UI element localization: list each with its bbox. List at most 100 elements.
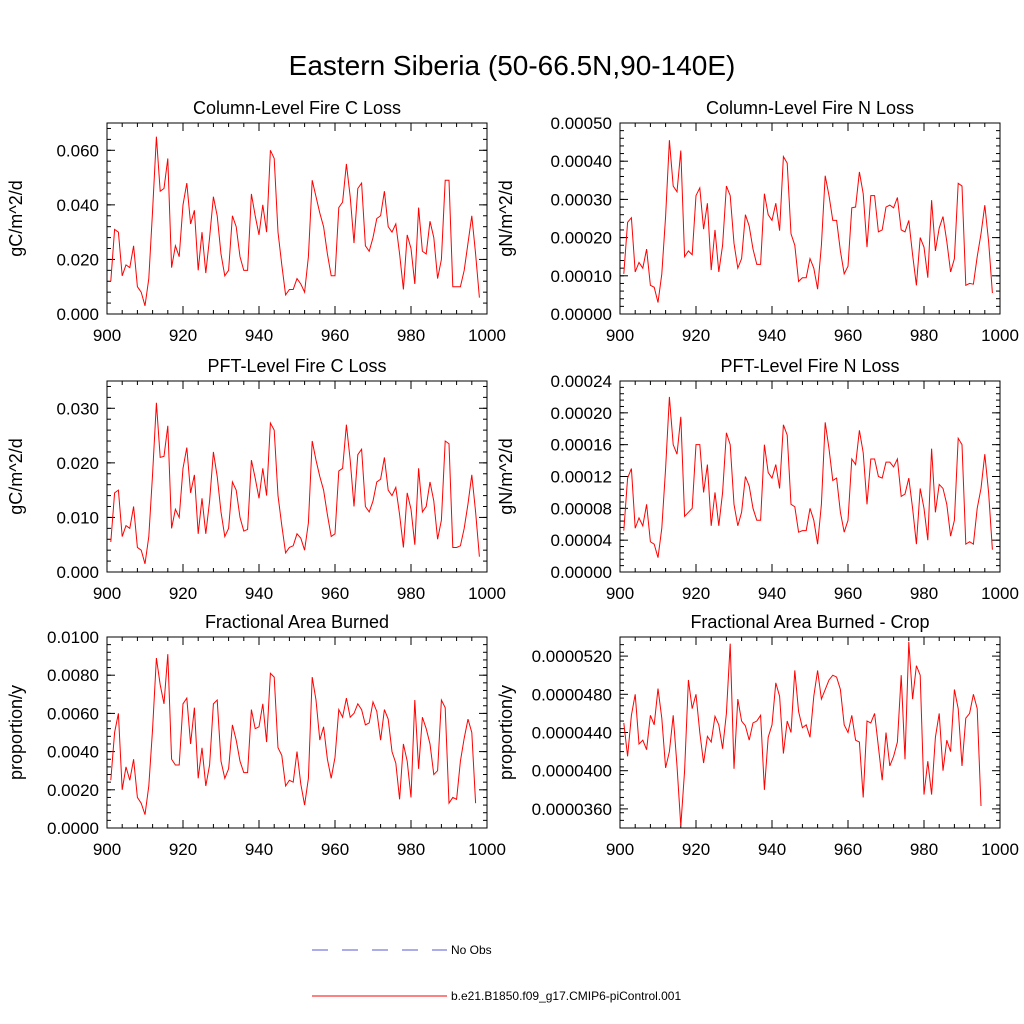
y-tick-label: 0.0000480	[532, 685, 612, 704]
plot-frame	[106, 122, 488, 315]
x-tick-label: 940	[245, 584, 273, 603]
y-tick-label: 0.0040	[47, 743, 99, 762]
x-tick-label: 980	[910, 584, 938, 603]
panel-4: 900 920 940 960 980 1000 0.00000 0.00004 0.00008…	[496, 356, 1019, 603]
y-tick-label: 0.040	[56, 196, 99, 215]
x-tick-label: 900	[606, 840, 634, 859]
x-tick-label: 1000	[981, 584, 1019, 603]
series-line	[623, 641, 982, 827]
figure-title: Eastern Siberia (50-66.5N,90-140E)	[289, 50, 736, 81]
x-tick-label: 900	[93, 326, 121, 345]
legend-label-no-obs: No Obs	[451, 943, 492, 957]
panel-title: PFT-Level Fire N Loss	[720, 356, 899, 376]
y-axis-label: proportion/y	[6, 685, 26, 780]
series-line	[110, 136, 480, 306]
x-tick-label: 1000	[468, 326, 506, 345]
y-tick-label: 0.00050	[551, 114, 612, 133]
y-tick-label: 0.060	[56, 141, 99, 160]
x-tick-label: 960	[321, 584, 349, 603]
y-tick-label: 0.00030	[551, 190, 612, 209]
x-tick-label: 920	[169, 584, 197, 603]
y-axis-label: gN/m^2/d	[496, 438, 516, 514]
y-tick-label: 0.0000360	[532, 800, 612, 819]
x-tick-label: 920	[682, 840, 710, 859]
x-tick-label: 940	[245, 326, 273, 345]
y-tick-label: 0.00008	[551, 499, 612, 518]
x-tick-label: 920	[682, 326, 710, 345]
x-tick-label: 940	[245, 840, 273, 859]
y-tick-label: 0.0060	[47, 704, 99, 723]
legend-label-model: b.e21.B1850.f09_g17.CMIP6-piControl.001	[451, 989, 681, 1003]
panel-title: Fractional Area Burned - Crop	[690, 612, 929, 632]
x-tick-label: 900	[93, 584, 121, 603]
x-tick-label: 940	[758, 326, 786, 345]
x-tick-label: 980	[910, 326, 938, 345]
x-tick-label: 960	[834, 326, 862, 345]
x-tick-label: 1000	[468, 840, 506, 859]
x-tick-label: 960	[321, 840, 349, 859]
x-tick-label: 980	[397, 840, 425, 859]
y-tick-label: 0.0000520	[532, 647, 612, 666]
y-tick-label: 0.00016	[551, 436, 612, 455]
y-tick-label: 0.0020	[47, 781, 99, 800]
y-tick-label: 0.00000	[551, 305, 612, 324]
y-tick-label: 0.020	[56, 454, 99, 473]
y-tick-label: 0.030	[56, 399, 99, 418]
x-tick-label: 980	[397, 584, 425, 603]
y-tick-label: 0.000	[56, 305, 99, 324]
x-tick-label: 960	[834, 584, 862, 603]
plot-frame	[106, 636, 488, 829]
y-tick-label: 0.00020	[551, 229, 612, 248]
y-tick-label: 0.00024	[551, 372, 612, 391]
y-tick-label: 0.0000	[47, 819, 99, 838]
series-line	[110, 654, 477, 815]
y-tick-label: 0.00000	[551, 563, 612, 582]
series-line	[623, 396, 993, 558]
plot-frame	[619, 380, 1001, 573]
x-tick-label: 920	[169, 326, 197, 345]
panel-title: Fractional Area Burned	[205, 612, 389, 632]
panel-title: Column-Level Fire N Loss	[706, 98, 914, 118]
y-axis-label: proportion/y	[496, 685, 516, 780]
legend: No Obs b.e21.B1850.f09_g17.CMIP6-piContr…	[312, 943, 681, 1003]
plot-frame	[619, 122, 1001, 315]
panel-title: Column-Level Fire C Loss	[193, 98, 401, 118]
y-axis-label: gC/m^2/d	[6, 180, 26, 256]
y-tick-label: 0.00012	[551, 468, 612, 487]
y-tick-label: 0.00010	[551, 267, 612, 286]
panel-5: 900 920 940 960 980 1000 0.0000 0.0020 0.0040 0.0…	[6, 612, 506, 859]
panels: 900 920 940 960 980 1000 0.000 0.020 0.040 0.060 C…	[6, 98, 1019, 859]
x-tick-label: 960	[834, 840, 862, 859]
y-tick-label: 0.0000440	[532, 724, 612, 743]
x-tick-label: 940	[758, 840, 786, 859]
panel-1: 900 920 940 960 980 1000 0.000 0.020 0.040 0.060 C…	[6, 98, 506, 345]
x-tick-label: 900	[606, 326, 634, 345]
x-tick-label: 900	[93, 840, 121, 859]
y-tick-label: 0.0000400	[532, 762, 612, 781]
x-tick-label: 1000	[981, 840, 1019, 859]
y-tick-label: 0.00020	[551, 404, 612, 423]
y-tick-label: 0.00004	[551, 531, 612, 550]
panel-3: 900 920 940 960 980 1000 0.000 0.010 0.020 0.030 P…	[6, 356, 506, 603]
x-tick-label: 1000	[468, 584, 506, 603]
x-tick-label: 960	[321, 326, 349, 345]
y-axis-label: gC/m^2/d	[6, 438, 26, 514]
plot-frame	[106, 380, 488, 573]
series-line	[623, 140, 993, 303]
x-tick-label: 1000	[981, 326, 1019, 345]
panel-6: 900 920 940 960 980 1000 0.0000360 0.0000400 0.0…	[496, 612, 1019, 859]
x-tick-label: 980	[397, 326, 425, 345]
y-tick-label: 0.00040	[551, 152, 612, 171]
y-tick-label: 0.020	[56, 250, 99, 269]
series-line	[110, 402, 480, 564]
y-tick-label: 0.0080	[47, 666, 99, 685]
y-tick-label: 0.0100	[47, 628, 99, 647]
x-tick-label: 940	[758, 584, 786, 603]
y-tick-label: 0.010	[56, 508, 99, 527]
panel-title: PFT-Level Fire C Loss	[207, 356, 386, 376]
y-tick-label: 0.000	[56, 563, 99, 582]
panel-2: 900 920 940 960 980 1000 0.00000 0.00010 0.00020…	[496, 98, 1019, 345]
x-tick-label: 920	[169, 840, 197, 859]
